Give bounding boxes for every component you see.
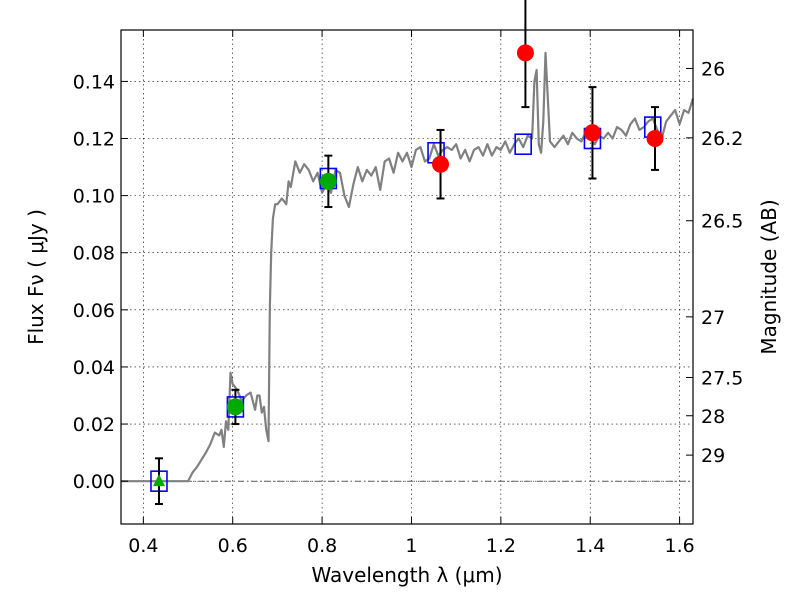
mag-tick-label: 29 bbox=[701, 445, 725, 467]
mag-tick-label: 26 bbox=[701, 58, 725, 80]
ticks: 0.4 0.6 0.8 1 1.2 1.4 1.6 0.00 0.02 0.04 0.06 0.08 0… bbox=[73, 30, 743, 557]
mag-tick-label: 26.5 bbox=[701, 211, 743, 233]
y-tick-label: 0.14 bbox=[73, 71, 115, 93]
y-axis-label: Flux Fν ( μJy ) bbox=[24, 209, 48, 345]
mag-tick-label: 26.2 bbox=[701, 128, 743, 150]
mag-tick-label: 28 bbox=[701, 406, 725, 428]
y-tick-label: 0.04 bbox=[73, 357, 115, 379]
observed-green-point bbox=[319, 172, 337, 190]
y-tick-label: 0.12 bbox=[73, 129, 115, 151]
x-tick-label: 1 bbox=[405, 535, 417, 557]
x-tick-label: 1.6 bbox=[664, 535, 694, 557]
model-photometry-square bbox=[514, 133, 532, 156]
plot-content bbox=[121, 0, 695, 506]
y-tick-label: 0.02 bbox=[73, 414, 115, 436]
y-tick-label: 0.08 bbox=[73, 243, 115, 265]
observed-red-point bbox=[583, 124, 601, 142]
mag-tick-label: 27 bbox=[701, 307, 725, 329]
observed-green-point bbox=[226, 398, 244, 416]
observed-red-point bbox=[646, 130, 664, 148]
observed-red-point bbox=[432, 155, 450, 173]
magnitude-axis-label: Magnitude (AB) bbox=[757, 199, 781, 354]
plot-frame bbox=[120, 29, 694, 525]
mag-tick-label: 27.5 bbox=[701, 367, 743, 389]
upper-limit-marker bbox=[152, 474, 165, 487]
y-tick-label: 0.10 bbox=[73, 186, 115, 208]
x-tick-label: 0.8 bbox=[307, 535, 337, 557]
y-tick-label: 0.06 bbox=[73, 300, 115, 322]
observed-red-point bbox=[516, 44, 534, 62]
y-tick-label: 0.00 bbox=[73, 471, 115, 493]
x-tick-label: 0.4 bbox=[128, 535, 158, 557]
x-tick-label: 1.2 bbox=[486, 535, 516, 557]
x-tick-label: 1.4 bbox=[575, 535, 605, 557]
x-tick-label: 0.6 bbox=[218, 535, 248, 557]
x-axis-label: Wavelength λ (μm) bbox=[311, 563, 502, 587]
